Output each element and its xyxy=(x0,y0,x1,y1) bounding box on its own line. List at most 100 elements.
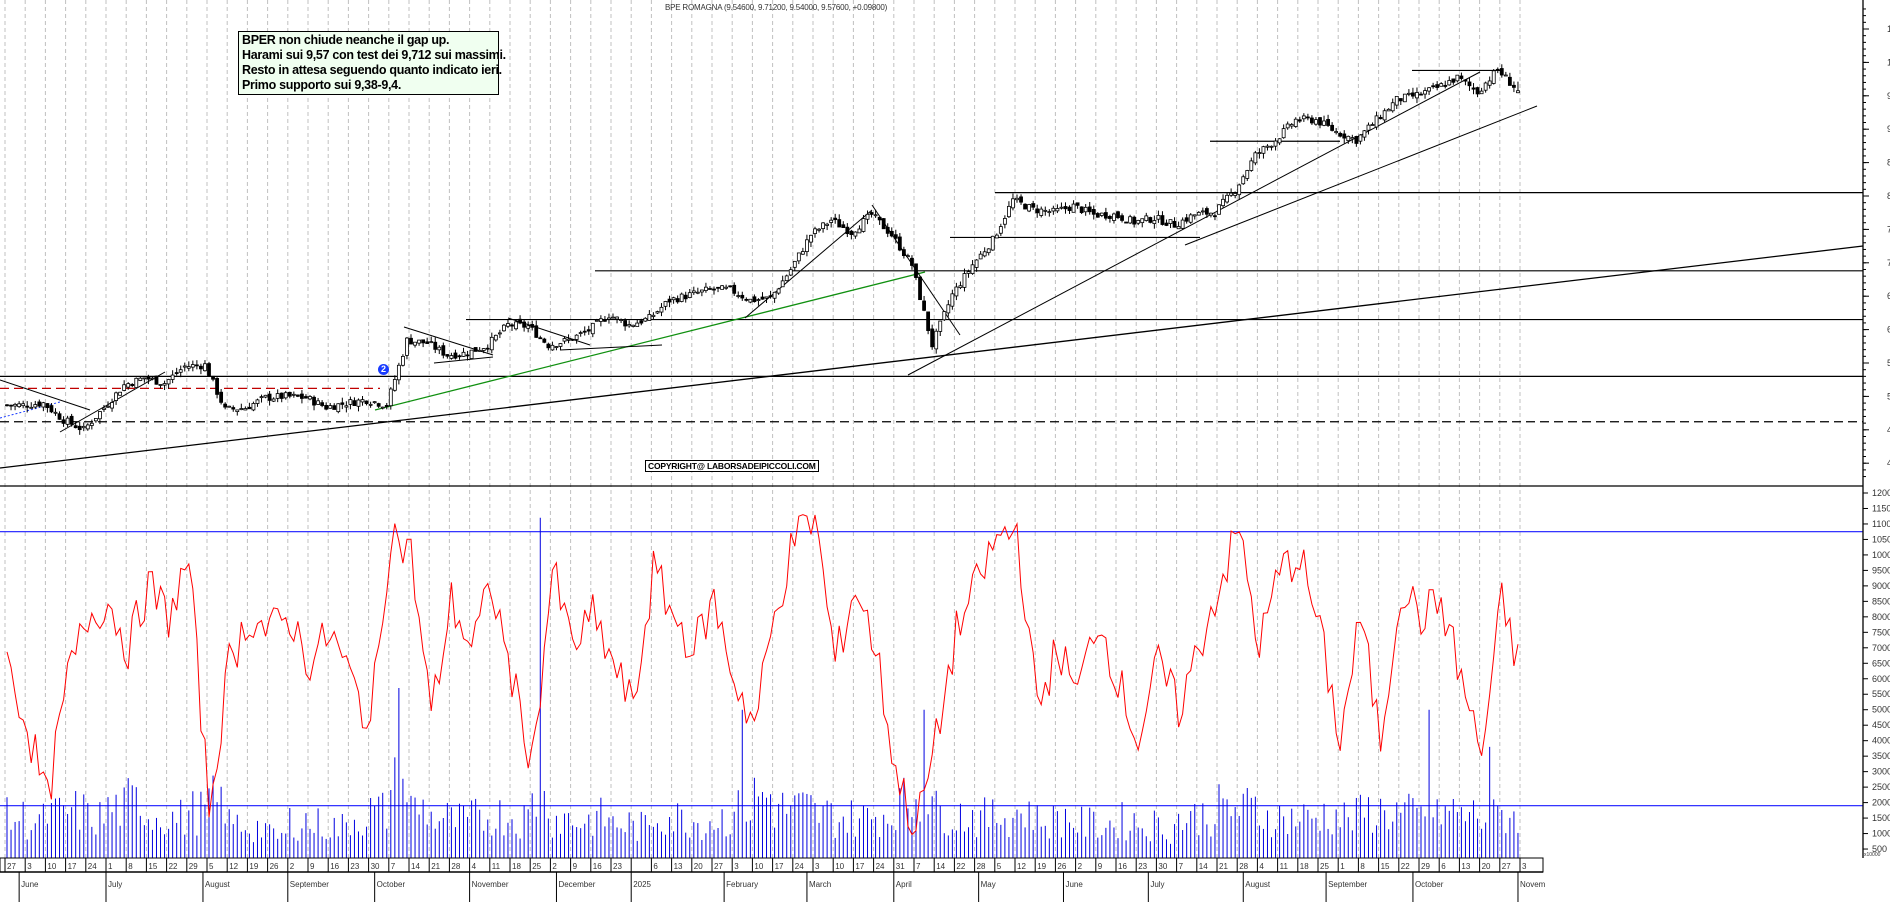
candle-body xyxy=(194,364,199,367)
candle-body xyxy=(312,396,316,406)
candle-body xyxy=(1471,87,1476,90)
price-candles xyxy=(5,64,1520,435)
month-label: August xyxy=(205,880,231,889)
candle-body xyxy=(562,338,567,342)
candle-body xyxy=(518,318,522,324)
x-tick-label: 16 xyxy=(330,862,339,871)
candle-body xyxy=(643,317,648,322)
candle-body xyxy=(29,406,34,409)
candle-body xyxy=(1237,184,1242,196)
candle-body xyxy=(716,286,720,289)
month-label: October xyxy=(377,880,406,889)
candle-body xyxy=(449,355,454,359)
candle-body xyxy=(1233,193,1238,196)
month-label: July xyxy=(1150,880,1164,889)
x-tick-label: 4 xyxy=(472,862,477,871)
candle-body xyxy=(958,285,963,289)
y-tick-label: 3000 xyxy=(1872,767,1890,777)
x-tick-label: 16 xyxy=(1118,862,1127,871)
y-tick-label: 12000 xyxy=(1872,488,1890,498)
candle-body xyxy=(376,403,381,407)
x-tick-label: 31 xyxy=(896,862,905,871)
candle-body xyxy=(1039,208,1044,216)
candle-body xyxy=(978,253,983,260)
x-tick-label: 13 xyxy=(674,862,683,871)
candle-body xyxy=(1451,78,1456,83)
candle-body xyxy=(1140,218,1145,224)
x-tick-label: 24 xyxy=(795,862,804,871)
candle-body xyxy=(841,224,846,228)
candle-body xyxy=(950,293,955,307)
candle-body xyxy=(1378,117,1383,120)
candle-body xyxy=(679,293,684,302)
y-tick-label: 4500 xyxy=(1872,720,1890,730)
candle-body xyxy=(1503,74,1508,77)
candle-body xyxy=(796,252,801,262)
annotation-line: Resto in attesa seguendo quanto indicato… xyxy=(242,63,502,77)
x-tick-label: 6 xyxy=(653,862,658,871)
nov-triangle-bottom xyxy=(559,344,663,351)
candle-body xyxy=(259,396,264,399)
candle-body xyxy=(837,219,842,228)
candle-body xyxy=(619,319,623,321)
x-tick-label: 11 xyxy=(492,862,501,871)
candle-body xyxy=(825,223,830,226)
triangle-bottom-line xyxy=(433,356,494,364)
candle-body xyxy=(1338,132,1343,137)
y-tick-label: 8500 xyxy=(1872,596,1890,606)
x-tick-label: 2 xyxy=(1078,862,1083,871)
candle-body xyxy=(1172,220,1177,228)
x-tick-label: 23 xyxy=(1138,862,1147,871)
candle-body xyxy=(421,339,426,344)
y-tick-label: 5500 xyxy=(1872,689,1890,699)
x-tick-label: 27 xyxy=(7,862,16,871)
candle-body xyxy=(1136,219,1141,224)
candle-body xyxy=(704,286,708,291)
candle-body xyxy=(37,401,42,407)
month-label: March xyxy=(809,880,831,889)
candle-body xyxy=(433,341,438,350)
candle-body xyxy=(65,417,70,425)
candle-body xyxy=(441,345,446,356)
candle-body xyxy=(279,392,284,399)
annotation-box: BPER non chiude neanche il gap up. Haram… xyxy=(238,31,506,95)
x-tick-label: 3 xyxy=(815,862,820,871)
long-term-support-line xyxy=(0,245,1864,469)
x-tick-label: 17 xyxy=(855,862,864,871)
candle-body xyxy=(724,286,729,289)
x-tick-label: 2 xyxy=(290,862,295,871)
candle-body xyxy=(817,228,821,231)
candle-body xyxy=(756,299,761,302)
candle-body xyxy=(695,291,700,294)
candle-body xyxy=(178,369,183,373)
candle-body xyxy=(655,311,660,314)
candle-body xyxy=(89,422,94,426)
y-tick-label: 10.5 xyxy=(1887,24,1890,34)
candle-body xyxy=(1443,84,1448,87)
candle-body xyxy=(1095,213,1100,218)
candle-body xyxy=(1079,206,1084,213)
candle-body xyxy=(308,396,312,400)
candle-body xyxy=(5,404,9,407)
candle-body xyxy=(1027,204,1032,212)
candle-body xyxy=(986,248,991,254)
candle-body xyxy=(57,413,62,420)
candle-body xyxy=(409,337,413,345)
candle-body xyxy=(627,324,632,327)
candle-body xyxy=(437,346,442,351)
y-tick-label: 4000 xyxy=(1872,736,1890,746)
candle-body xyxy=(1463,79,1468,82)
candle-body xyxy=(401,355,405,366)
candle-body xyxy=(1253,152,1258,164)
candle-body xyxy=(1063,206,1068,210)
candle-body xyxy=(1019,196,1023,203)
candle-body xyxy=(231,407,236,410)
candle-body xyxy=(1382,110,1387,121)
candle-body xyxy=(574,334,579,340)
candle-body xyxy=(154,375,159,385)
candle-body xyxy=(1087,206,1092,213)
y-tick-label: 5000 xyxy=(1872,705,1890,715)
candle-body xyxy=(877,216,882,221)
